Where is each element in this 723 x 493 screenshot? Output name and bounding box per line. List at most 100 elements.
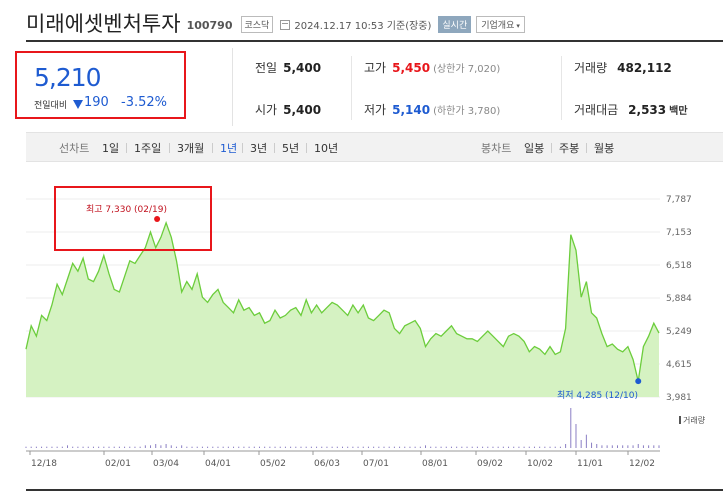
period-3y[interactable]: 3년: [250, 142, 268, 155]
price-area: [26, 222, 659, 397]
down-arrow-icon: [73, 100, 83, 109]
volume-bar: [118, 446, 120, 448]
period-3m[interactable]: 3개월: [177, 142, 205, 155]
volume-bar: [513, 446, 515, 448]
low-annotation: 최저 4,285 (12/10): [557, 390, 638, 401]
period-1w[interactable]: 1주일: [134, 142, 162, 155]
volume-bar: [435, 446, 437, 448]
stat-prev-close: 전일 5,400: [255, 61, 322, 75]
volume-bar: [404, 446, 406, 448]
period-1d[interactable]: 1일: [102, 142, 120, 155]
volume-bar: [243, 446, 245, 448]
y-tick-label: 5,884: [666, 294, 692, 304]
y-tick-label: 7,153: [666, 228, 692, 238]
candle-weekly[interactable]: 주봉: [559, 142, 580, 155]
stock-code: 100790: [186, 18, 233, 32]
stat-amount: 거래대금 2,533 백만: [574, 103, 688, 117]
volume-bar: [310, 446, 312, 448]
volume-bar: [601, 445, 603, 448]
volume-bar: [77, 446, 79, 448]
volume-bar: [217, 446, 219, 448]
change-percent: -3.52%: [121, 95, 167, 110]
volume-bar: [508, 446, 510, 448]
period-1y[interactable]: 1년: [220, 142, 238, 155]
volume-bar: [269, 446, 271, 448]
volume-bar: [518, 446, 520, 448]
realtime-button[interactable]: 실시간: [438, 16, 472, 33]
high-highlight-box: [54, 186, 212, 251]
period-10y[interactable]: 10년: [314, 142, 339, 155]
volume-bars: [25, 408, 660, 448]
volume-bar: [61, 446, 63, 448]
volume-bar: [430, 446, 432, 448]
volume-bar: [46, 446, 48, 448]
volume-bar: [497, 446, 499, 448]
volume-bar: [570, 408, 572, 448]
line-chart-label: 선차트: [59, 142, 90, 155]
volume-bar: [316, 446, 318, 448]
volume-bar: [264, 446, 266, 448]
y-tick-label: 5,249: [666, 327, 692, 337]
volume-bar: [144, 445, 146, 448]
stat-open: 시가 5,400: [255, 103, 322, 117]
volume-bar: [30, 446, 32, 448]
volume-bar: [103, 446, 105, 448]
y-axis-labels: 7,787 7,153 6,518 5,884 5,249 4,615 3,981: [666, 195, 692, 403]
volume-bar: [596, 444, 598, 448]
volume-bar: [305, 446, 307, 448]
volume-bar: [82, 446, 84, 448]
candle-daily[interactable]: 일봉: [524, 142, 545, 155]
volume-bar: [258, 446, 260, 448]
volume-bar: [658, 445, 660, 448]
volume-bar: [41, 446, 43, 448]
volume-bar: [51, 446, 53, 448]
volume-bar: [502, 446, 504, 448]
x-tick-label: 04/01: [205, 459, 231, 469]
volume-bar: [606, 445, 608, 448]
stat-high: 고가 5,450 (상한가 7,020): [364, 61, 501, 75]
volume-bar: [544, 446, 546, 448]
volume-bar: [321, 446, 323, 448]
current-price-box: 5,210 전일대비 190 -3.52%: [15, 51, 186, 119]
volume-bar: [632, 445, 634, 448]
volume-bar: [300, 446, 302, 448]
calendar-icon: [280, 19, 291, 30]
volume-bar: [653, 445, 655, 448]
volume-bar: [165, 444, 167, 448]
chart-period-bar: 선차트 1일 1주일 3개월 1년 3년 5년 10년 봉차트 일봉 주봉 월봉: [26, 132, 723, 162]
volume-bar: [274, 446, 276, 448]
volume-bar: [129, 446, 131, 448]
volume-bar: [124, 446, 126, 448]
volume-bar: [466, 446, 468, 448]
volume-bar: [67, 445, 69, 448]
company-info-button[interactable]: 기업개요 ▾: [476, 16, 525, 33]
stat-volume: 거래량 482,112: [574, 61, 672, 75]
x-tick-label: 03/04: [153, 459, 179, 469]
x-tick-label: 10/02: [527, 459, 553, 469]
volume-bar: [388, 446, 390, 448]
volume-bar: [87, 446, 89, 448]
volume-bar: [533, 446, 535, 448]
volume-bar: [362, 446, 364, 448]
y-tick-label: 3,981: [666, 393, 692, 403]
volume-bar: [450, 446, 452, 448]
volume-bar: [295, 446, 297, 448]
volume-bar: [35, 446, 37, 448]
period-5y[interactable]: 5년: [282, 142, 300, 155]
volume-bar: [253, 446, 255, 448]
volume-bar: [373, 446, 375, 448]
volume-bar: [248, 446, 250, 448]
volume-bar: [56, 446, 58, 448]
stock-name: 미래에셋벤처투자: [26, 12, 181, 36]
volume-bar: [92, 446, 94, 448]
volume-bar: [290, 446, 292, 448]
y-tick-label: 4,615: [666, 360, 692, 370]
candle-monthly[interactable]: 월봉: [594, 142, 615, 155]
volume-bar: [284, 446, 286, 448]
stat-low: 저가 5,140 (하한가 3,780): [364, 103, 501, 117]
volume-legend-label: 거래량: [683, 415, 706, 425]
caret-down-icon: ▾: [516, 22, 520, 30]
change-value: 190: [84, 95, 109, 110]
volume-bar: [559, 446, 561, 448]
volume-bar: [445, 446, 447, 448]
